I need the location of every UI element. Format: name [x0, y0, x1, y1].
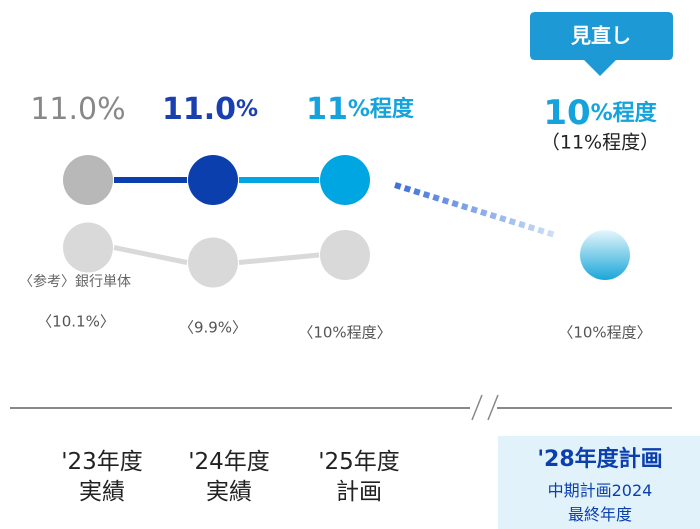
ref-label: 〈10%程度〉 [558, 324, 651, 342]
category-label: '23年度実績 [61, 449, 143, 505]
ref-label: 〈10%程度〉 [298, 324, 391, 342]
ref-dot [188, 237, 238, 288]
connector [238, 252, 320, 265]
ref-dot [320, 230, 370, 280]
connector [113, 245, 188, 265]
note: （11%程度） [541, 132, 659, 154]
highlight-box [498, 436, 700, 529]
category-label: '24年度実績 [188, 449, 270, 505]
category-note: 中期計画2024 最終年度 [548, 481, 653, 524]
value-label: 11.0% [30, 92, 125, 127]
dot [580, 230, 630, 280]
badge [530, 12, 673, 76]
category-label: '25年度計画 [318, 449, 400, 505]
badge-text: 見直し [571, 24, 631, 48]
ref-dot [63, 222, 113, 273]
value-label: 10%程度 [543, 93, 657, 133]
axis-break [487, 394, 499, 421]
dot [63, 155, 113, 205]
ref-label: 〈10.1%〉 [37, 313, 115, 331]
category-label: '28年度計画 [537, 446, 662, 472]
series-name: 〈参考〉銀行単体 [19, 273, 131, 290]
ref-label: 〈9.9%〉 [179, 319, 247, 337]
value-label: 11%程度 [306, 92, 415, 127]
value-label: 11.0% [162, 92, 258, 127]
connector [394, 182, 556, 238]
axis-break [471, 394, 483, 421]
dot [188, 155, 238, 205]
dot [320, 155, 370, 205]
